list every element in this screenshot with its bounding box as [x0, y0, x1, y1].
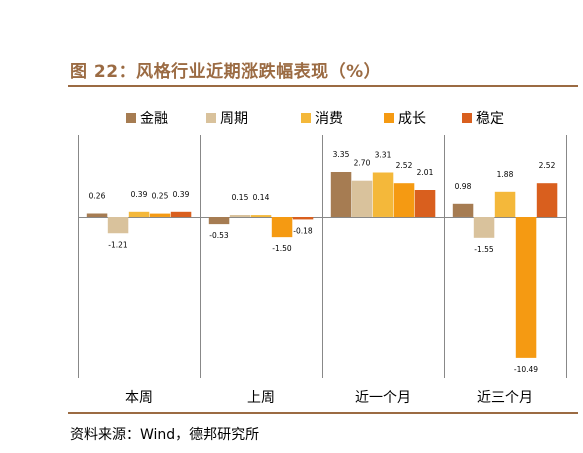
legend-swatch-2: [206, 113, 216, 123]
data-label-3-3: 3.31: [375, 151, 392, 160]
bar-4-5: [536, 183, 558, 218]
legend-label-2: 周期: [220, 111, 248, 127]
bar-2-1: [208, 217, 230, 225]
source-rule: [68, 412, 578, 414]
data-label-2-1: -0.53: [209, 231, 229, 240]
bar-1-4: [149, 213, 171, 217]
legend-label-3: 消费: [315, 111, 343, 127]
data-label-4-5: 2.52: [539, 161, 556, 170]
data-label-2-5: -0.18: [293, 226, 313, 235]
bar-3-1: [330, 172, 352, 217]
legend-label-4: 成长: [398, 111, 426, 127]
bar-4-2: [473, 217, 495, 238]
bar-1-2: [107, 217, 129, 234]
legend-label-5: 稳定: [476, 111, 504, 127]
bar-3-2: [351, 180, 373, 217]
legend-swatch-5: [462, 113, 472, 123]
data-label-2-3: 0.14: [253, 193, 270, 202]
bar-1-5: [170, 211, 192, 218]
bar-4-3: [494, 191, 516, 218]
data-label-1-3: 0.39: [131, 190, 148, 199]
legend-swatch-3: [301, 113, 311, 123]
figure-title: 图 22：风格行业近期涨跌幅表现（%）: [70, 62, 382, 82]
data-label-1-5: 0.39: [173, 190, 190, 199]
bar-2-3: [250, 215, 272, 217]
data-label-2-2: 0.15: [232, 193, 249, 202]
title-rule: [68, 85, 578, 87]
data-label-3-2: 2.70: [354, 159, 371, 168]
source-note: 资料来源：Wind，德邦研究所: [70, 427, 260, 443]
category-label-4: 近三个月: [477, 390, 533, 406]
data-label-3-5: 2.01: [417, 168, 434, 177]
bar-3-5: [414, 190, 436, 217]
data-label-4-4: -10.49: [514, 365, 538, 374]
data-label-4-2: -1.55: [474, 245, 494, 254]
bar-2-2: [229, 215, 251, 218]
data-label-3-1: 3.35: [333, 150, 350, 159]
data-label-2-4: -1.50: [272, 244, 292, 253]
category-label-2: 上周: [247, 390, 275, 406]
data-label-4-1: 0.98: [455, 182, 472, 191]
bar-1-1: [86, 213, 108, 217]
legend-label-1: 金融: [140, 111, 168, 127]
bar-1-3: [128, 211, 150, 218]
bar-4-1: [452, 203, 474, 217]
legend-swatch-1: [126, 113, 136, 123]
bar-2-4: [271, 217, 293, 238]
data-label-1-2: -1.21: [108, 240, 128, 249]
legend-swatch-4: [384, 113, 394, 123]
data-label-1-4: 0.25: [152, 192, 169, 201]
category-label-1: 本周: [125, 390, 153, 406]
bar-3-3: [372, 172, 394, 217]
bar-3-4: [393, 183, 415, 218]
data-label-1-1: 0.26: [89, 192, 106, 201]
category-label-3: 近一个月: [355, 390, 411, 406]
data-label-4-3: 1.88: [497, 170, 514, 179]
bar-2-5: [292, 217, 314, 220]
data-label-3-4: 2.52: [396, 161, 413, 170]
bar-4-4: [515, 217, 537, 358]
